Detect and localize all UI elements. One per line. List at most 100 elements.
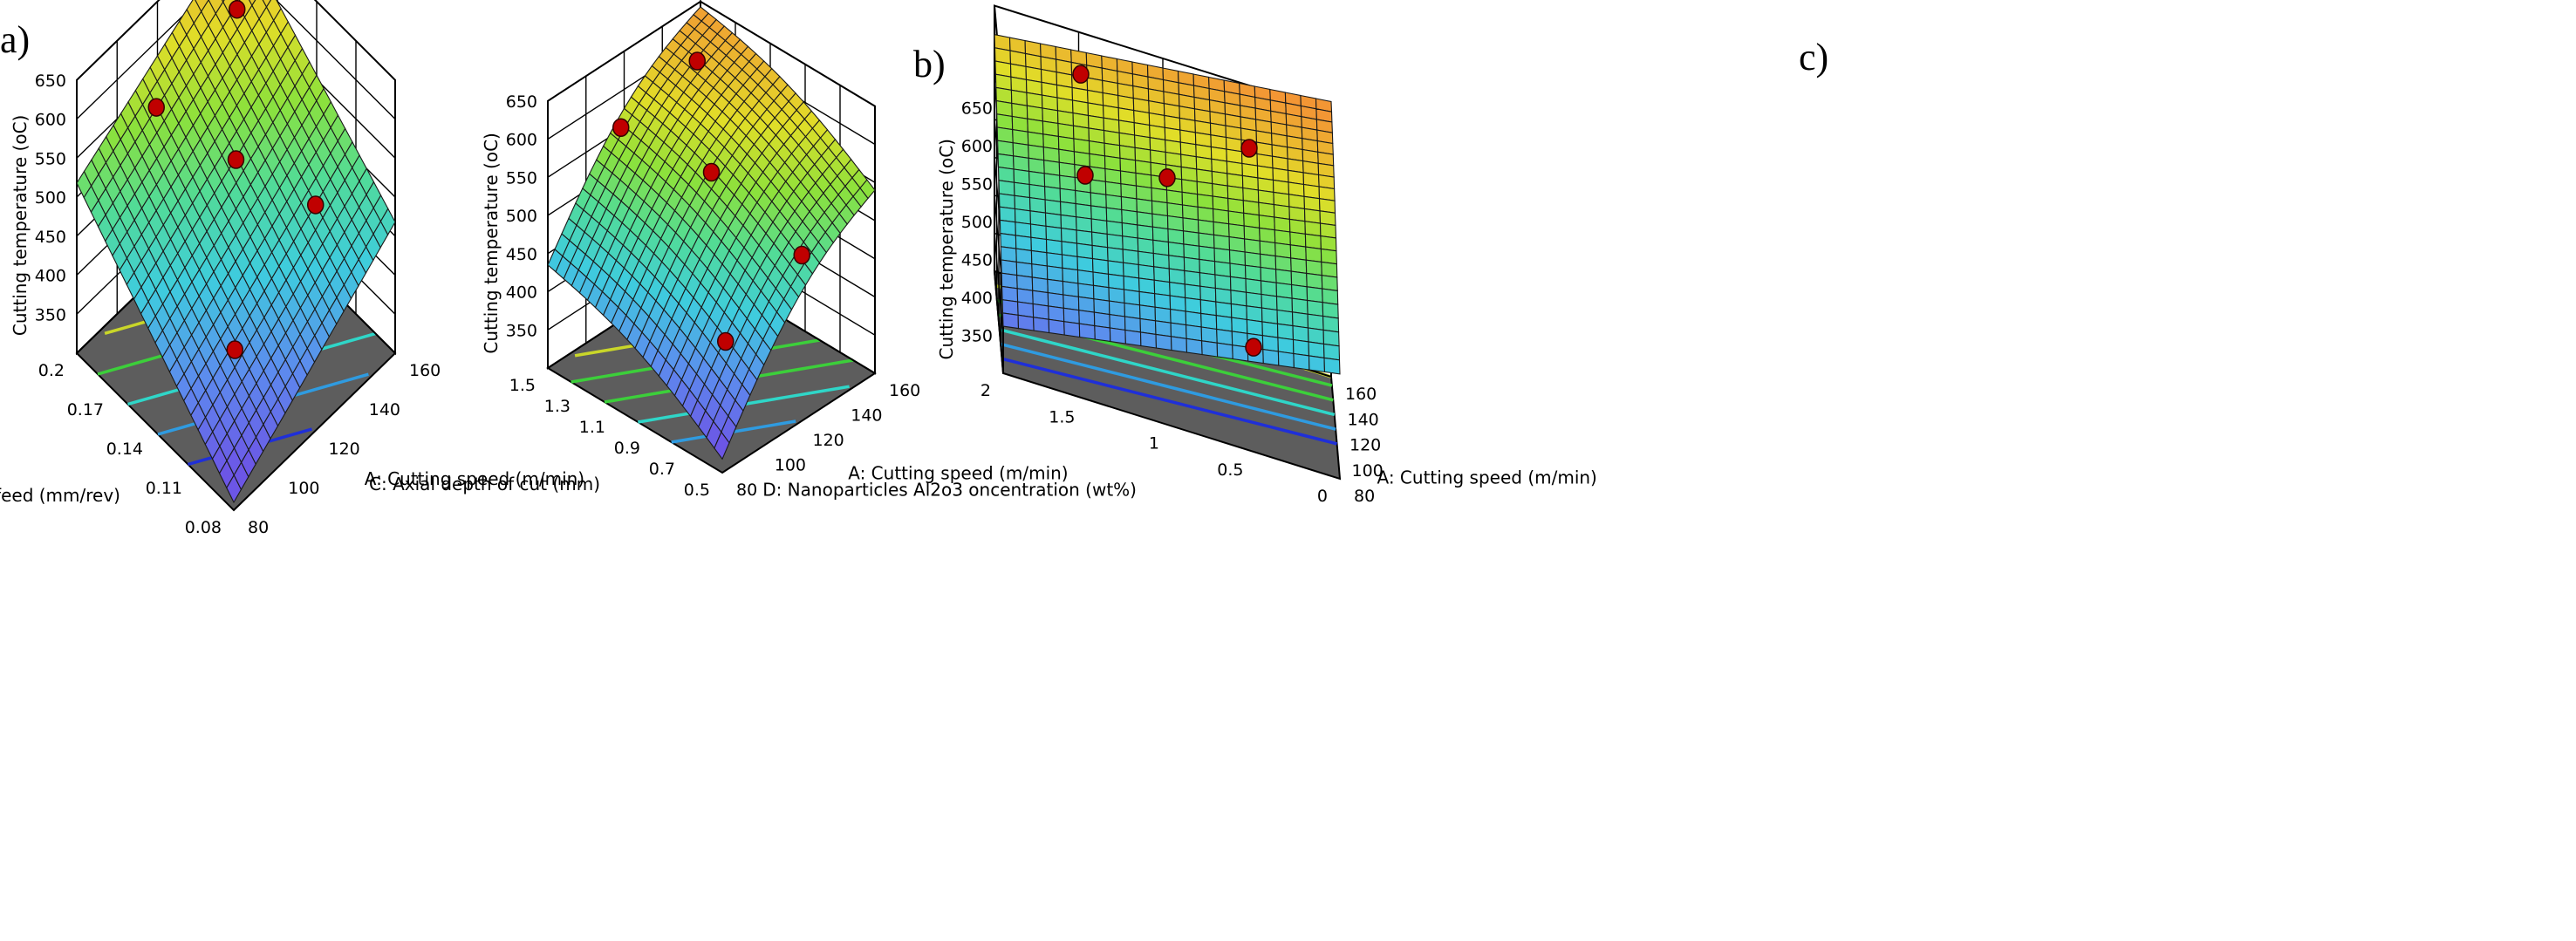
surface-cell — [999, 206, 1016, 223]
surface-cell — [1090, 205, 1108, 222]
surface-cell — [1275, 296, 1294, 313]
surface-cell — [1154, 293, 1172, 310]
surface-cell — [1044, 212, 1063, 229]
surface-cell — [1063, 307, 1080, 324]
surface-cell — [1078, 323, 1096, 340]
surface-cell — [1260, 266, 1277, 283]
surface-cell — [1245, 277, 1262, 296]
surface-cell — [1075, 189, 1092, 207]
surface-cell — [1182, 217, 1199, 234]
surface-cell — [1244, 238, 1261, 255]
surface-cell — [1199, 299, 1217, 317]
surface-cell — [1308, 341, 1325, 359]
surface-cell — [1138, 304, 1157, 322]
surface-cell — [1153, 279, 1171, 297]
surface-cell — [1138, 263, 1155, 281]
surface-cell — [1091, 257, 1110, 275]
surface-cell — [1151, 200, 1169, 217]
surface-cell — [1291, 283, 1308, 302]
surface-cell — [1170, 336, 1188, 353]
design-point — [688, 51, 706, 71]
z-tick-label: 400 — [506, 283, 537, 303]
surface-cell — [1291, 297, 1308, 315]
surface-cell — [1244, 251, 1261, 269]
surface-cell — [1058, 161, 1076, 179]
surface-cell — [1120, 183, 1138, 200]
surface-cell — [1168, 268, 1186, 285]
surface-cell — [1044, 199, 1062, 216]
x-tick-label: 120 — [813, 431, 844, 450]
surface-cell — [1304, 233, 1322, 250]
surface-cell — [1322, 302, 1339, 319]
design-point — [229, 0, 246, 19]
surface-cell — [1183, 256, 1200, 274]
surface-cell — [1243, 225, 1261, 242]
y-tick-label: 0.17 — [67, 400, 104, 419]
surface-cell — [1293, 352, 1310, 371]
y-tick-label: 0.14 — [106, 440, 143, 459]
surface-cell — [1092, 284, 1110, 302]
surface-cell — [1107, 260, 1124, 277]
surface-cell — [1077, 296, 1095, 313]
surface-cell — [1076, 229, 1093, 247]
x-tick-label: 80 — [248, 518, 269, 537]
y-tick-label: 0.5 — [684, 481, 710, 500]
surface-cell — [1048, 318, 1065, 336]
surface-cell — [1290, 257, 1308, 275]
surface-cell — [1046, 265, 1063, 283]
surface-cell — [1061, 254, 1079, 271]
surface-cell — [1000, 232, 1017, 249]
z-tick-label: 450 — [961, 251, 993, 270]
surface-cell — [1090, 179, 1107, 195]
design-points — [147, 0, 325, 359]
surface-cell — [1138, 290, 1156, 308]
surface-cell — [1151, 213, 1169, 230]
surface-cell — [1090, 218, 1108, 235]
surface-cell — [1105, 194, 1123, 211]
panel-b-letter: b) — [913, 43, 946, 85]
surface-cell — [1321, 275, 1338, 292]
design-points — [612, 51, 810, 351]
surface-cell — [1323, 357, 1341, 375]
surface-cell — [1107, 273, 1125, 290]
surface-cell — [1169, 281, 1186, 299]
surface-cell — [1122, 249, 1139, 266]
z-tick-label: 650 — [961, 99, 993, 119]
y-tick-label: 1.1 — [579, 418, 605, 437]
surface-cell — [1062, 267, 1079, 284]
z-tick-label: 600 — [961, 137, 993, 156]
surface-cell — [1030, 249, 1048, 267]
x-tick-label: 160 — [1345, 385, 1377, 404]
y-tick-label: 1.5 — [509, 376, 536, 395]
surface-cell — [1308, 355, 1326, 373]
surface-cell — [1262, 348, 1280, 366]
z-tick-label: 550 — [506, 168, 537, 188]
surface-cell — [1137, 237, 1154, 255]
surface-cell — [1107, 247, 1124, 263]
surface-cell — [1198, 245, 1216, 263]
surface-cell — [1121, 208, 1138, 226]
surface-cell — [1305, 246, 1322, 263]
y-tick-label: 1.5 — [1049, 407, 1075, 426]
x-tick-label: 80 — [736, 481, 757, 500]
surface-cell — [1170, 308, 1187, 326]
surface-cell — [226, 474, 243, 504]
z-tick-label: 400 — [961, 289, 993, 308]
surface-cell — [1138, 277, 1156, 295]
surface-cell — [1305, 259, 1322, 276]
surface-cell — [1154, 306, 1172, 324]
surface-cell — [1014, 194, 1031, 212]
surface-cell — [1197, 219, 1215, 235]
surface-cell — [1245, 291, 1263, 309]
surface-cell — [1090, 192, 1107, 208]
surface-cell — [1322, 329, 1340, 347]
tick-labels: 350 400 450 500 550 600 650 80 100 120 1… — [35, 72, 441, 537]
surface-cell — [1060, 201, 1077, 218]
x-tick-label: 100 — [288, 479, 319, 498]
surface-cell — [1186, 338, 1203, 356]
surface-cell — [1031, 276, 1049, 294]
design-point — [612, 118, 630, 137]
surface-cell — [1322, 315, 1340, 333]
y-tick-label: 1.3 — [544, 397, 571, 416]
surface-cell — [999, 219, 1016, 236]
